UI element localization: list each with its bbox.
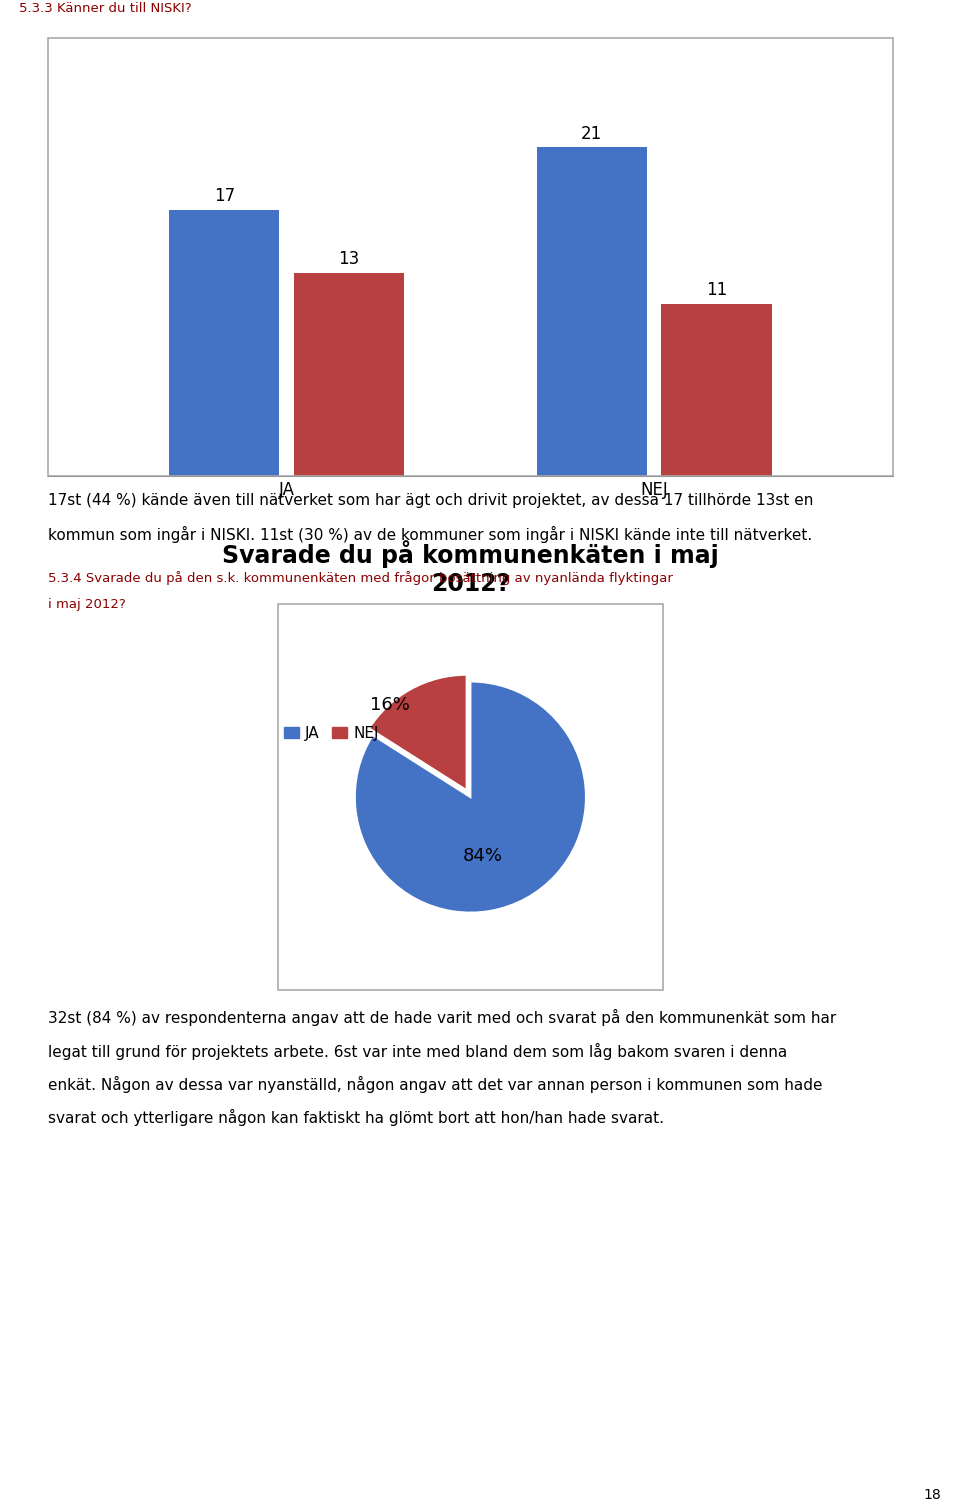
Text: 11: 11 (706, 281, 727, 299)
Text: 17: 17 (214, 187, 235, 205)
Text: kommun som ingår i NISKI. 11st (30 %) av de kommuner som ingår i NISKI kände int: kommun som ingår i NISKI. 11st (30 %) av… (48, 526, 812, 542)
Wedge shape (355, 681, 586, 913)
Text: 5.3.3 Känner du till NISKI?: 5.3.3 Känner du till NISKI? (19, 2, 192, 15)
Text: legat till grund för projektets arbete. 6st var inte med bland dem som låg bakom: legat till grund för projektets arbete. … (48, 1043, 787, 1059)
Text: 84%: 84% (463, 846, 503, 864)
Bar (48, 38, 893, 476)
Title: Svarade du på kommunenkäten i maj
2012?: Svarade du på kommunenkäten i maj 2012? (222, 539, 719, 595)
Text: 16%: 16% (371, 695, 410, 713)
Text: enkät. Någon av dessa var nyanställd, någon angav att det var annan person i kom: enkät. Någon av dessa var nyanställd, nå… (48, 1076, 823, 1092)
Wedge shape (369, 675, 467, 790)
Bar (661, 304, 772, 476)
Text: 21: 21 (581, 124, 602, 142)
Bar (277, 604, 663, 990)
Text: 18: 18 (924, 1488, 941, 1502)
Text: i maj 2012?: i maj 2012? (48, 598, 126, 612)
Bar (537, 147, 647, 476)
Text: 17st (44 %) kände även till nätverket som har ägt och drivit projektet, av dessa: 17st (44 %) kände även till nätverket so… (48, 493, 813, 508)
Legend: JA, NEJ: JA, NEJ (277, 719, 385, 746)
Text: 5.3.4 Svarade du på den s.k. kommunenkäten med frågor bosättning av nyanlända fl: 5.3.4 Svarade du på den s.k. kommunenkät… (48, 571, 673, 585)
Text: 13: 13 (339, 249, 360, 267)
Bar (294, 272, 404, 476)
Text: svarat och ytterligare någon kan faktiskt ha glömt bort att hon/han hade svarat.: svarat och ytterligare någon kan faktisk… (48, 1109, 664, 1126)
Text: 32st (84 %) av respondenterna angav att de hade varit med och svarat på den komm: 32st (84 %) av respondenterna angav att … (48, 1009, 836, 1026)
Bar (169, 210, 279, 476)
